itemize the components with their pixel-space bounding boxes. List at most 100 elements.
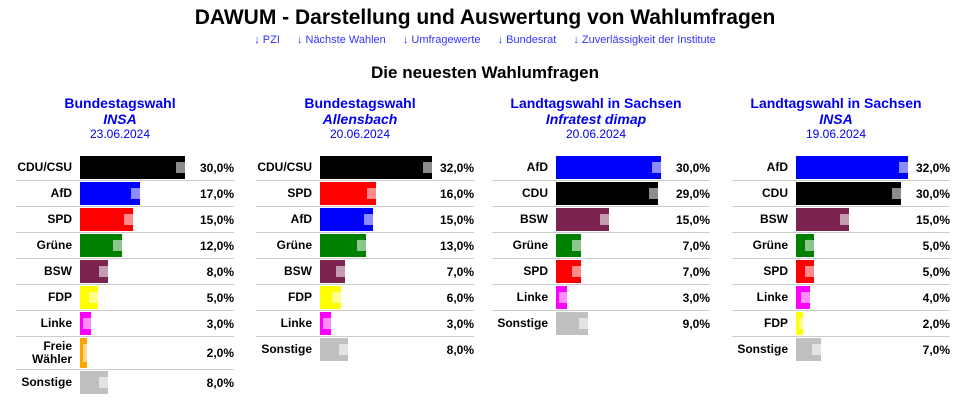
party-label: Grüne [276, 238, 312, 252]
results-table: CDU/CSU 30,0% AfD 17,0% SPD 15,0% Grüne … [0, 155, 240, 395]
result-bar [796, 182, 901, 205]
poll-header[interactable]: Bundestagswahl INSA 23.06.2024 [0, 95, 240, 141]
party-label: Linke [280, 316, 312, 330]
result-value: 17,0% [199, 186, 234, 201]
party-label: AfD [50, 186, 72, 200]
poll-date: 20.06.2024 [565, 127, 627, 141]
result-row: CDU 29,0% [492, 181, 710, 207]
election-title[interactable]: Landtagswahl in Sachsen [510, 95, 682, 111]
result-value: 7,0% [922, 342, 950, 357]
party-label: Grüne [36, 238, 72, 252]
result-row: FDP 2,0% [732, 311, 950, 337]
poll-date: 23.06.2024 [89, 127, 151, 141]
party-label: SPD [47, 212, 72, 226]
poll-header[interactable]: Bundestagswahl Allensbach 20.06.2024 [240, 95, 480, 141]
result-bar [80, 260, 108, 283]
result-value: 6,0% [446, 290, 474, 305]
result-bar [556, 234, 581, 257]
party-label: FDP [764, 316, 788, 330]
poll-date: 19.06.2024 [805, 127, 867, 141]
result-value: 15,0% [915, 212, 950, 227]
result-value: 2,0% [206, 346, 234, 360]
result-bar [320, 234, 366, 257]
link-naechste-wahlen[interactable]: ↓ Nächste Wahlen [296, 34, 386, 46]
party-label: BSW [284, 264, 312, 278]
party-label: Grüne [752, 238, 788, 252]
party-label: BSW [44, 264, 72, 278]
result-row: AfD 32,0% [732, 155, 950, 181]
result-row: CDU/CSU 30,0% [16, 155, 234, 181]
result-row: Grüne 12,0% [16, 233, 234, 259]
institute-name[interactable]: Infratest dimap [545, 111, 647, 127]
party-label: BSW [760, 212, 788, 226]
result-value: 8,0% [206, 375, 234, 390]
poll-header[interactable]: Landtagswahl in Sachsen Infratest dimap … [476, 95, 716, 141]
result-row: Linke 3,0% [256, 311, 474, 337]
result-bar [796, 338, 821, 361]
result-value: 16,0% [439, 186, 474, 201]
party-label: SPD [763, 264, 788, 278]
result-row: SPD 15,0% [16, 207, 234, 233]
election-title[interactable]: Bundestagswahl [304, 95, 416, 111]
poll-card: Bundestagswahl Allensbach 20.06.2024 CDU… [240, 95, 480, 361]
party-label: Sonstige [737, 342, 788, 356]
result-bar [556, 260, 581, 283]
result-bar [556, 156, 661, 179]
party-label: AfD [766, 160, 788, 174]
poll-header[interactable]: Landtagswahl in Sachsen INSA 19.06.2024 [716, 95, 956, 141]
result-value: 3,0% [206, 316, 234, 331]
party-label: Linke [516, 290, 548, 304]
result-value: 29,0% [675, 186, 710, 201]
party-label: SPD [523, 264, 548, 278]
result-row: Sonstige 7,0% [732, 337, 950, 362]
result-value: 30,0% [675, 160, 710, 175]
institute-name[interactable]: Allensbach [322, 111, 398, 127]
result-bar [320, 182, 376, 205]
party-label: SPD [287, 186, 312, 200]
result-row: AfD 30,0% [492, 155, 710, 181]
party-label: BSW [520, 212, 548, 226]
result-value: 15,0% [439, 212, 474, 227]
result-bar [80, 156, 185, 179]
election-title[interactable]: Bundestagswahl [64, 95, 176, 111]
institute-name[interactable]: INSA [819, 111, 853, 127]
results-table: CDU/CSU 32,0% SPD 16,0% AfD 15,0% Grüne … [240, 155, 480, 362]
result-bar [796, 156, 908, 179]
result-bar [80, 182, 140, 205]
poll-card: Bundestagswahl INSA 23.06.2024 CDU/CSU 3… [0, 95, 240, 394]
party-label: Linke [40, 316, 72, 330]
party-label: FDP [288, 290, 312, 304]
party-label: AfD [526, 160, 548, 174]
link-zuverlaessigkeit[interactable]: ↓ Zuverlässigkeit der Institute [573, 34, 716, 46]
result-row: Grüne 13,0% [256, 233, 474, 259]
result-row: BSW 8,0% [16, 259, 234, 285]
result-value: 15,0% [675, 212, 710, 227]
party-label: Sonstige [497, 316, 548, 330]
institute-name[interactable]: INSA [103, 111, 137, 127]
section-title: Die neuesten Wahlumfragen [371, 63, 599, 82]
result-bar [320, 338, 348, 361]
party-label: Grüne [512, 238, 548, 252]
result-value: 8,0% [206, 264, 234, 279]
result-value: 4,0% [922, 290, 950, 305]
party-label: Freie Wähler [31, 339, 72, 366]
result-bar [556, 208, 609, 231]
poll-date: 20.06.2024 [329, 127, 391, 141]
result-bar [80, 371, 108, 394]
link-pzi[interactable]: ↓ PZI [254, 34, 280, 46]
result-value: 32,0% [439, 160, 474, 175]
result-value: 7,0% [682, 238, 710, 253]
link-umfragewerte[interactable]: ↓ Umfragewerte [402, 34, 481, 46]
election-title[interactable]: Landtagswahl in Sachsen [750, 95, 922, 111]
result-bar [556, 182, 658, 205]
result-row: Grüne 5,0% [732, 233, 950, 259]
result-bar [80, 208, 133, 231]
result-value: 3,0% [446, 316, 474, 331]
result-row: SPD 7,0% [492, 259, 710, 285]
link-bundesrat[interactable]: ↓ Bundesrat [497, 34, 557, 46]
party-label: Sonstige [261, 342, 312, 356]
party-label: CDU [762, 186, 788, 200]
result-value: 32,0% [915, 160, 950, 175]
result-value: 9,0% [682, 316, 710, 331]
party-label: CDU/CSU [17, 160, 72, 174]
